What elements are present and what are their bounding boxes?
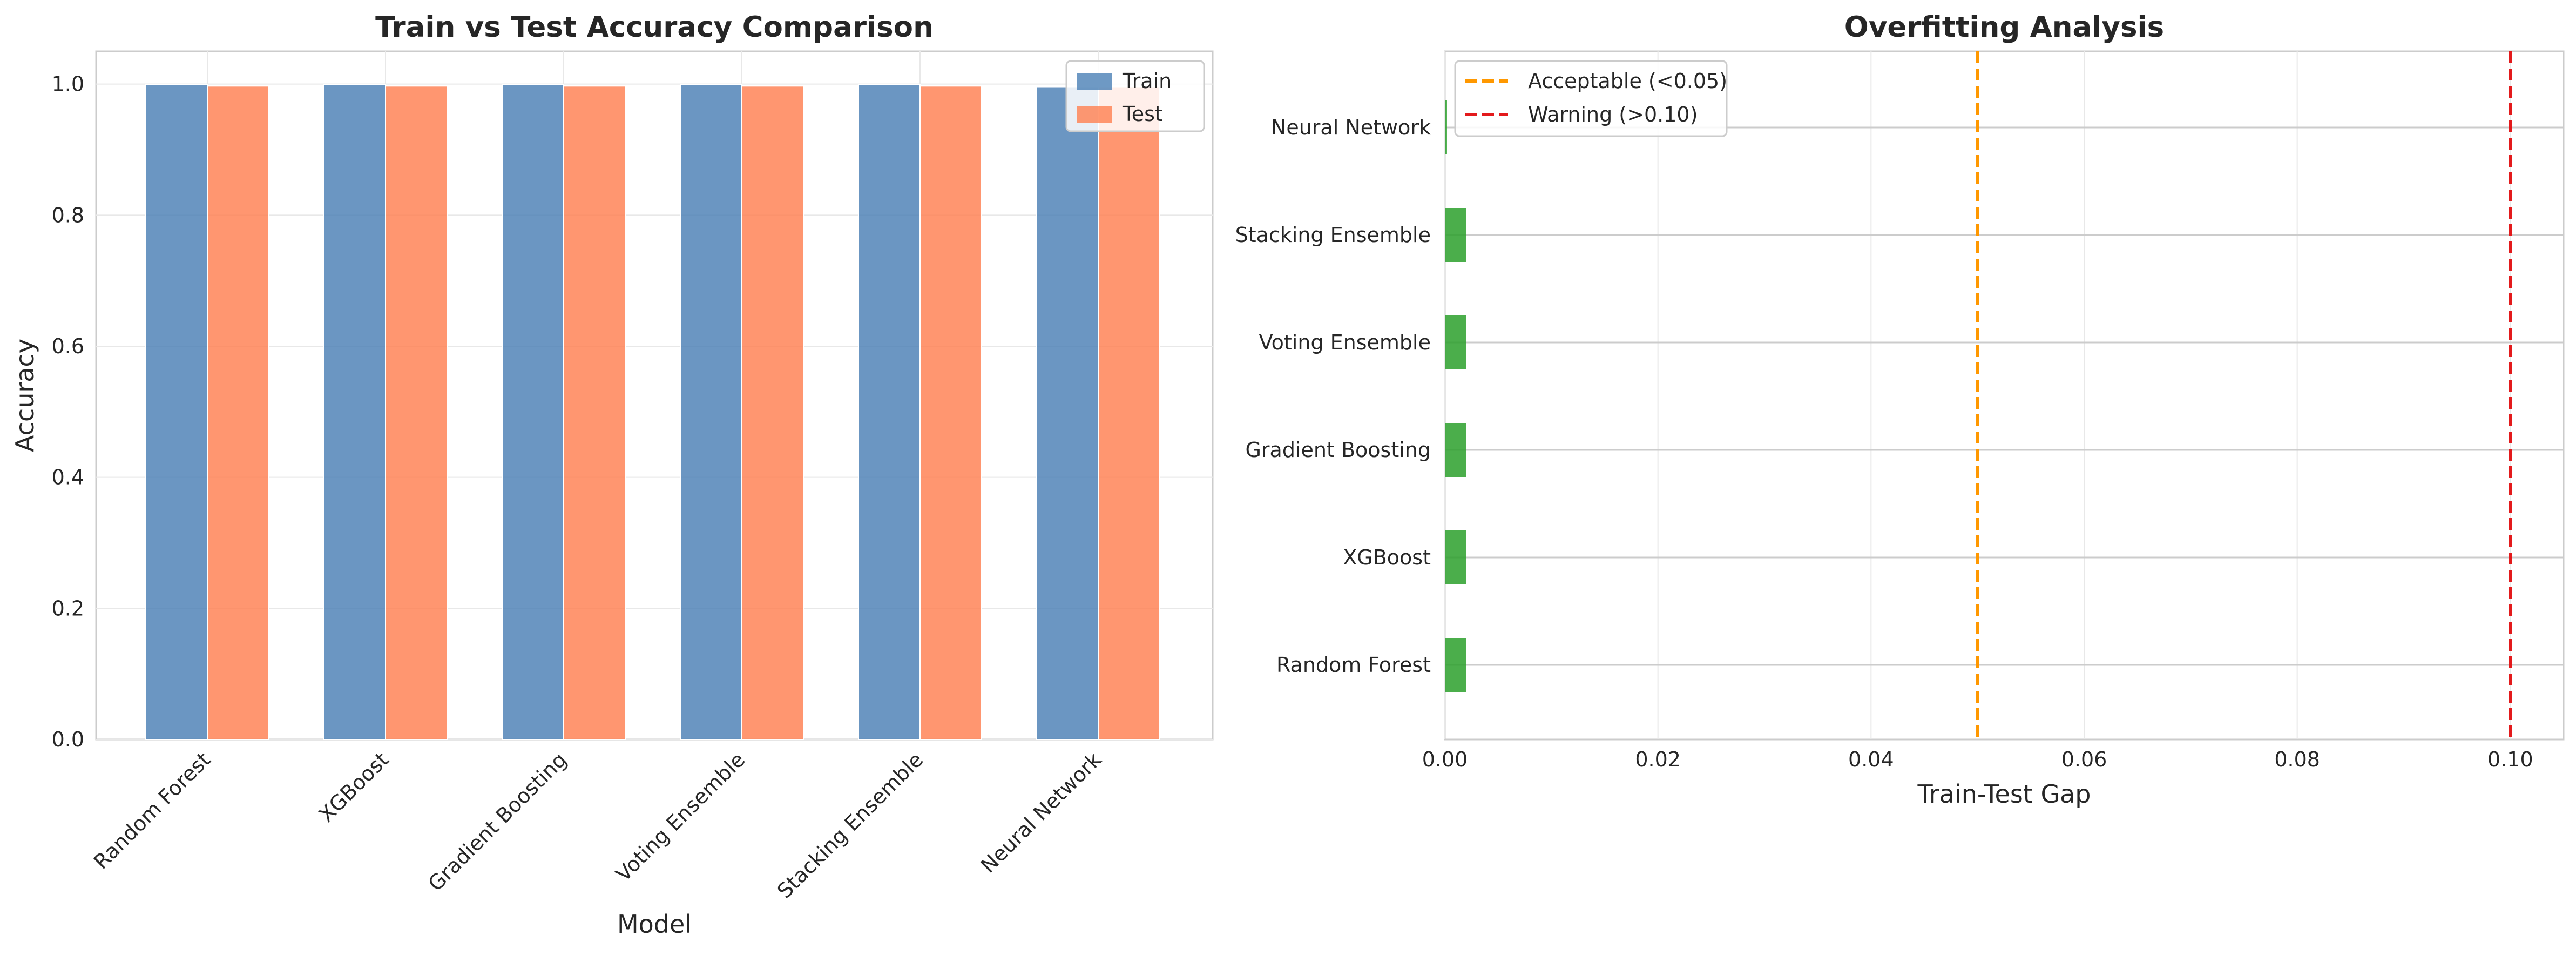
left-chart-title: Train vs Test Accuracy Comparison [375,11,934,44]
gap-bar [1445,423,1466,477]
overfitting-analysis-chart: Overfitting Analysis Train-Test Gap 0.00… [1235,11,2565,809]
right-y-tick-label: Voting Ensemble [1259,331,1431,354]
legend-label-train: Train [1122,69,1172,93]
legend-swatch-train [1077,73,1112,90]
bar-train [1036,86,1099,740]
left-y-tick-label: 0.2 [52,596,84,620]
bar-test [741,85,804,741]
left-y-tick-label: 0.4 [52,466,84,489]
right-ticks: 0.00 0.02 0.04 0.06 0.08 0.10 Random Forest XGB… [1235,116,2533,771]
right-y-tick-label: Neural Network [1271,116,1431,139]
right-legend-frame [1454,60,1728,137]
right-y-tick-label: XGBoost [1343,546,1431,569]
right-plot-area [1444,50,2565,741]
bar-test [207,85,269,741]
bar-train [502,84,564,740]
bar-test [385,85,448,741]
right-grid [1444,51,2564,739]
left-y-tick-label: 0.8 [52,203,84,227]
right-reference-lines [1976,51,2512,739]
bar-train [145,84,208,740]
gap-bar [1445,100,1447,154]
bar-test [563,85,626,741]
legend-label-acceptable: Acceptable (<0.05) [1528,69,1727,93]
gap-bar [1445,315,1466,369]
bar-test [1098,86,1160,740]
left-y-tick-label: 1.0 [52,72,84,96]
gap-bar [1445,208,1466,262]
left-y-tick-label: 0.0 [52,728,84,751]
right-chart-title: Overfitting Analysis [1844,11,2164,44]
accuracy-comparison-chart: Train vs Test Accuracy Comparison Model … [10,11,1214,939]
gap-bar [1445,638,1466,692]
right-y-tick-label: Stacking Ensemble [1235,223,1431,247]
right-x-tick-label: 0.02 [1635,748,1681,771]
right-bars [1445,100,1466,692]
left-y-tick-label: 0.6 [52,334,84,358]
bar-train [680,84,742,740]
bar-test [919,85,982,741]
left-legend: Train Test [1065,60,1205,132]
right-x-tick-label: 0.00 [1422,748,1468,771]
legend-swatch-test [1077,106,1112,123]
left-plot-area [95,50,1214,741]
left-y-axis-label: Accuracy [10,339,39,452]
right-x-tick-label: 0.10 [2487,748,2533,771]
right-y-tick-label: Random Forest [1276,653,1431,677]
right-x-tick-label: 0.04 [1848,748,1894,771]
right-y-tick-label: Gradient Boosting [1245,438,1431,462]
right-x-tick-label: 0.08 [2274,748,2320,771]
bar-train [323,84,386,740]
right-x-axis-label: Train-Test Gap [1917,779,2091,809]
right-legend: Acceptable (<0.05) Warning (>0.10) [1454,60,1728,137]
gap-bar [1445,530,1466,584]
legend-label-test: Test [1122,102,1163,126]
left-x-axis-label: Model [617,910,692,939]
legend-label-warning: Warning (>0.10) [1528,103,1698,126]
left-bars [145,84,1160,741]
right-x-tick-label: 0.06 [2061,748,2107,771]
bar-train [858,84,921,740]
